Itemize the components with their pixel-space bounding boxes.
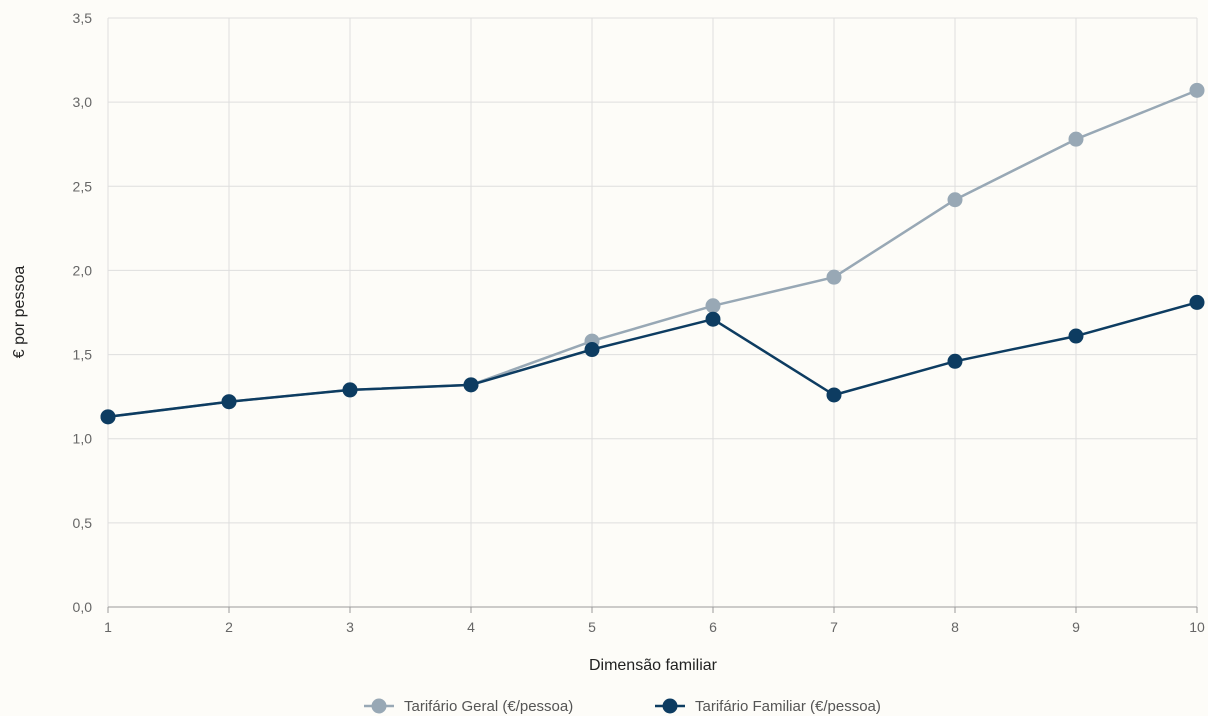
series-line xyxy=(107,301,1198,419)
y-tick-label: 1,5 xyxy=(73,347,93,363)
data-point[interactable] xyxy=(584,342,600,358)
data-point[interactable] xyxy=(100,409,116,425)
series-2 xyxy=(100,294,1205,425)
y-tick-label: 2,5 xyxy=(73,178,93,194)
x-tick-label: 8 xyxy=(951,619,959,635)
data-point[interactable] xyxy=(1068,328,1084,344)
data-point[interactable] xyxy=(947,192,963,208)
legend-label: Tarifário Geral (€/pessoa) xyxy=(404,698,573,715)
x-axis-title: Dimensão familiar xyxy=(589,657,718,674)
data-point[interactable] xyxy=(705,311,721,327)
data-point[interactable] xyxy=(826,269,842,285)
x-tick-label: 7 xyxy=(830,619,838,635)
y-tick-label: 0,5 xyxy=(73,515,93,531)
data-point[interactable] xyxy=(1068,131,1084,147)
data-point[interactable] xyxy=(463,377,479,393)
series xyxy=(100,82,1205,425)
data-point[interactable] xyxy=(947,353,963,369)
axes xyxy=(107,606,1198,613)
y-axis-title: € por pessoa xyxy=(11,266,28,359)
x-tick-label: 10 xyxy=(1189,619,1205,635)
x-tick-label: 6 xyxy=(709,619,717,635)
legend-label: Tarifário Familiar (€/pessoa) xyxy=(695,698,881,715)
legend-marker xyxy=(662,698,678,714)
x-tick-label: 4 xyxy=(467,619,475,635)
data-point[interactable] xyxy=(1189,82,1205,98)
data-point[interactable] xyxy=(826,387,842,403)
series-1 xyxy=(100,82,1205,425)
x-tick-label: 9 xyxy=(1072,619,1080,635)
y-tick-label: 3,5 xyxy=(73,10,93,26)
data-point[interactable] xyxy=(221,394,237,410)
y-tick-label: 2,0 xyxy=(73,262,93,278)
y-axis-ticks: 0,0 0,5 1,0 1,5 2,0 2,5 3,0 3,5 xyxy=(73,10,93,615)
data-point[interactable] xyxy=(1189,294,1205,310)
legend-item[interactable]: Tarifário Geral (€/pessoa) xyxy=(364,698,573,715)
legend: Tarifário Geral (€/pessoa) Tarifário Fami… xyxy=(364,698,881,715)
y-tick-label: 0,0 xyxy=(73,599,93,615)
x-tick-label: 5 xyxy=(588,619,596,635)
y-tick-label: 1,0 xyxy=(73,431,93,447)
x-axis-ticks: 1 2 3 4 5 6 7 8 9 10 xyxy=(104,619,1205,635)
data-point[interactable] xyxy=(342,382,358,398)
data-point[interactable] xyxy=(705,298,721,314)
legend-marker xyxy=(371,698,387,714)
x-tick-label: 3 xyxy=(346,619,354,635)
x-tick-label: 1 xyxy=(104,619,112,635)
y-tick-label: 3,0 xyxy=(73,94,93,110)
series-line xyxy=(107,89,1198,419)
x-tick-label: 2 xyxy=(225,619,233,635)
grid xyxy=(107,17,1198,607)
legend-item[interactable]: Tarifário Familiar (€/pessoa) xyxy=(655,698,881,715)
